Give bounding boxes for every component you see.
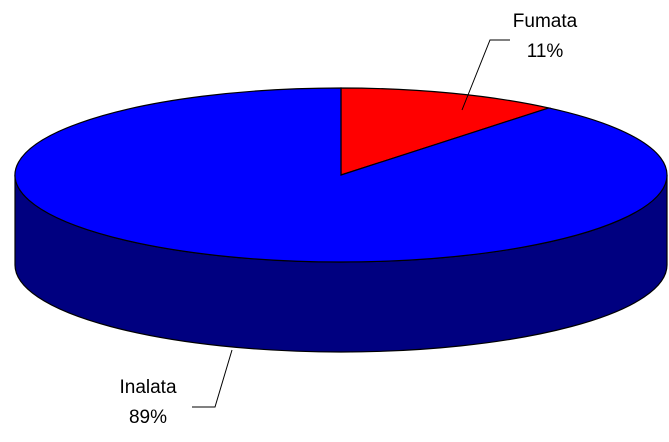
leader-line <box>192 349 233 408</box>
pie-slice <box>14 87 668 263</box>
slice-label: Fumata <box>513 11 578 32</box>
pie-slice <box>340 87 552 176</box>
leader-line <box>461 39 510 111</box>
slice-label: Inalata <box>119 377 176 398</box>
slice-value-label: 11% <box>527 41 564 62</box>
slice-value-label: 89% <box>129 407 167 428</box>
